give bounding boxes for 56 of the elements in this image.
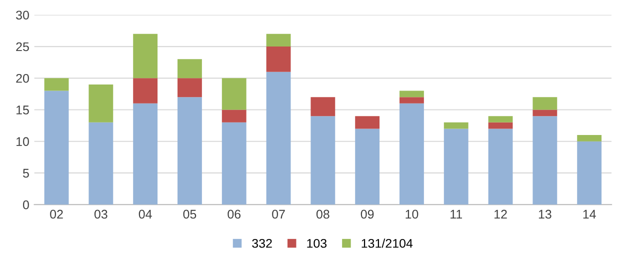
bar	[44, 90, 69, 205]
x-tick-label: 04	[138, 210, 152, 219]
x-tick-label: 13	[538, 210, 552, 219]
legend-label: 332	[252, 238, 272, 248]
x-tick-label: 02	[50, 210, 63, 219]
bar	[133, 78, 158, 104]
x-tick-label: 10	[406, 210, 418, 219]
bar	[488, 116, 513, 122]
y-tick-label: 10	[16, 137, 29, 146]
x-tick-label: 11	[450, 210, 462, 219]
x-tick-label: 05	[183, 210, 196, 219]
x-tick-label: 08	[316, 210, 330, 219]
bar	[222, 78, 246, 110]
y-tick-label: 5	[23, 168, 29, 178]
x-tick-label: 03	[94, 210, 108, 219]
bar	[88, 122, 114, 205]
legend-label: 131/2104	[362, 238, 413, 248]
bar	[400, 97, 424, 104]
bar	[532, 110, 558, 116]
bar	[532, 97, 558, 110]
bar	[577, 135, 602, 142]
bar	[222, 122, 246, 205]
bar	[355, 116, 380, 129]
bar	[488, 128, 513, 205]
bar	[577, 141, 602, 205]
y-tick-label: 30	[16, 10, 29, 20]
bar	[178, 59, 202, 78]
y-tick-label: 0	[22, 200, 29, 210]
x-tick-label: 09	[360, 210, 374, 219]
y-tick-label: 15	[16, 106, 29, 114]
x-tick-label: 06	[228, 210, 241, 219]
bar	[444, 122, 468, 129]
y-tick-label: 20	[16, 74, 29, 83]
bar	[266, 34, 291, 47]
bar	[310, 116, 336, 205]
bar	[178, 78, 202, 98]
bar	[444, 128, 468, 205]
legend-label: 103	[307, 238, 327, 248]
bar	[355, 128, 380, 205]
y-tick-label: 25	[16, 42, 29, 52]
bar	[532, 116, 558, 205]
bar	[400, 90, 424, 98]
bar	[488, 122, 513, 129]
bar	[133, 103, 158, 205]
bar	[310, 97, 336, 116]
bar	[266, 72, 291, 205]
x-tick-label: 12	[494, 210, 507, 219]
x-tick-label: 07	[272, 210, 285, 219]
bar	[222, 110, 246, 122]
bar	[133, 34, 158, 78]
bar	[178, 97, 202, 205]
bar	[88, 84, 114, 122]
x-tick-label: 14	[583, 210, 596, 219]
bar	[44, 78, 69, 91]
bar	[400, 103, 424, 205]
bar	[266, 46, 291, 72]
